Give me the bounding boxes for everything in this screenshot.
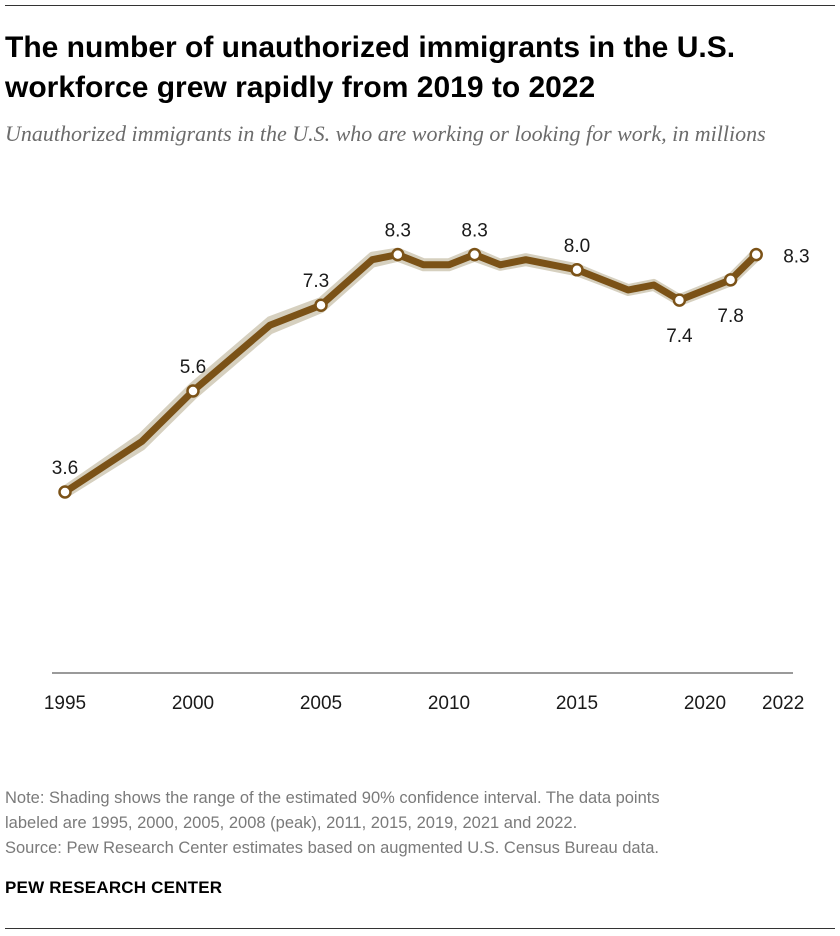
brand-name: PEW RESEARCH CENTER [5,878,223,897]
top-rule [5,5,835,6]
x-axis: 1995 2000 2005 2010 2015 2020 2022 [44,672,804,714]
x-tick-label-2005: 2005 [300,693,342,714]
x-tick-label-1995: 1995 [44,693,86,714]
chart-title: The number of unauthorized immigrants in… [5,31,736,104]
data-label-2021: 7.8 [717,306,743,327]
note-line-2: labeled are 1995, 2000, 2005, 2008 (peak… [5,814,578,832]
data-label-2019: 7.4 [666,326,693,347]
note-line-1: Note: Shading shows the range of the est… [5,789,660,807]
line-chart: 3.6 5.6 7.3 8.3 8.3 8.0 7.4 7.8 8.3 1995 2000 2005… [44,221,810,714]
data-point-2022 [749,247,763,262]
data-point-2019 [672,293,687,307]
data-point-2021 [723,273,738,287]
data-label-2008: 8.3 [385,221,411,242]
x-tick-label-2015: 2015 [556,693,598,714]
data-labels-layer: 3.6 5.6 7.3 8.3 8.3 8.0 7.4 7.8 8.3 [52,221,810,479]
data-point-2011 [467,247,482,262]
data-point-2005 [314,298,328,312]
x-tick-label-2022: 2022 [762,693,804,714]
data-points-layer [58,247,763,499]
source-line: Source: Pew Research Center estimates ba… [5,839,659,857]
data-point-1995 [58,485,72,499]
data-point-2008 [391,247,405,262]
data-point-2015 [570,263,584,277]
data-label-1995: 3.6 [52,458,78,479]
data-label-2022: 8.3 [783,247,809,268]
data-label-2011: 8.3 [461,221,487,242]
data-label-2015: 8.0 [564,236,590,257]
x-tick-label-2020: 2020 [684,693,726,714]
chart-subtitle: Unauthorized immigrants in the U.S. who … [5,121,766,146]
bottom-rule [5,928,835,929]
chart-note: Note: Shading shows the range of the est… [5,786,830,861]
data-label-2000: 5.6 [180,357,206,378]
data-point-2000 [186,384,200,398]
x-tick-label-2000: 2000 [172,693,214,714]
x-tick-label-2010: 2010 [428,693,470,714]
data-label-2005: 7.3 [303,271,329,292]
